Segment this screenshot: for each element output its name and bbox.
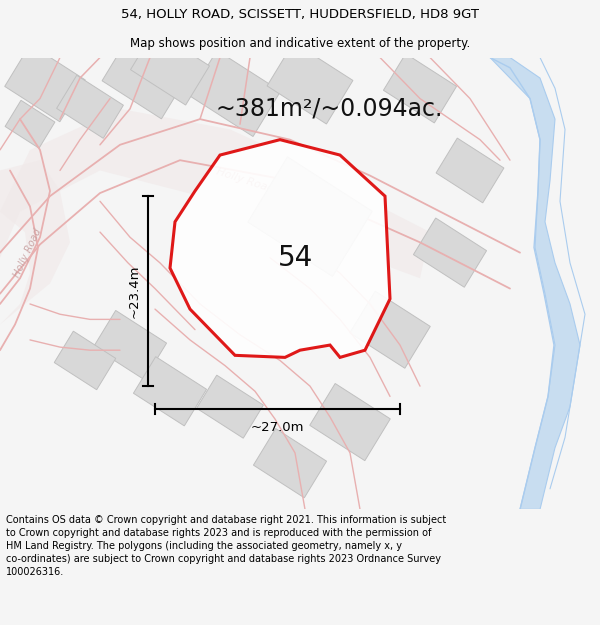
Polygon shape [253, 429, 326, 498]
Polygon shape [197, 375, 263, 438]
Polygon shape [350, 291, 430, 368]
Text: Holly Road: Holly Road [215, 167, 275, 195]
Text: Map shows position and indicative extent of the property.: Map shows position and indicative extent… [130, 37, 470, 49]
Text: 54, HOLLY ROAD, SCISSETT, HUDDERSFIELD, HD8 9GT: 54, HOLLY ROAD, SCISSETT, HUDDERSFIELD, … [121, 8, 479, 21]
Polygon shape [436, 138, 504, 203]
Polygon shape [383, 54, 457, 123]
Polygon shape [5, 100, 55, 148]
Text: ~381m²/~0.094ac.: ~381m²/~0.094ac. [215, 97, 442, 121]
Polygon shape [190, 51, 281, 136]
Polygon shape [170, 139, 390, 358]
Polygon shape [248, 157, 372, 276]
Polygon shape [0, 160, 70, 324]
Text: ~27.0m: ~27.0m [251, 421, 304, 434]
Polygon shape [56, 75, 124, 138]
Polygon shape [131, 31, 209, 105]
Polygon shape [310, 384, 390, 461]
Polygon shape [54, 331, 116, 390]
Text: 54: 54 [277, 244, 313, 272]
Polygon shape [5, 44, 85, 122]
Polygon shape [413, 218, 487, 288]
Polygon shape [267, 42, 353, 124]
Polygon shape [102, 38, 188, 119]
Polygon shape [490, 58, 580, 509]
Text: Holly Road: Holly Road [13, 227, 44, 279]
Text: ~23.4m: ~23.4m [128, 264, 140, 318]
Text: Contains OS data © Crown copyright and database right 2021. This information is : Contains OS data © Crown copyright and d… [6, 515, 446, 578]
Polygon shape [94, 311, 167, 379]
Polygon shape [0, 109, 430, 278]
Polygon shape [133, 357, 206, 426]
